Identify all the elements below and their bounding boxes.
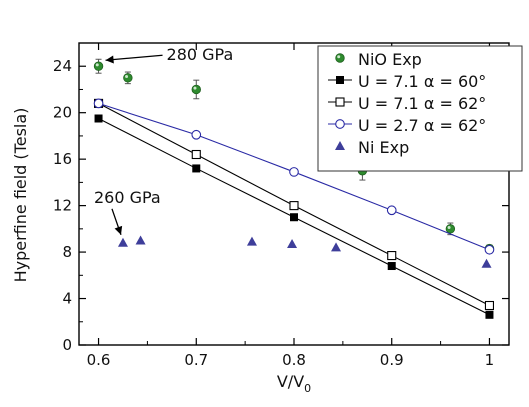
legend-label-u27-a62: U = 2.7 α = 62°	[358, 116, 486, 135]
axes-layer: 0.6 0.7 0.8 0.9 1 0 4 8 12 16 20 24	[53, 42, 510, 369]
x-axis-title-main: V/V	[277, 372, 304, 391]
y-tick-label: 4	[62, 290, 72, 308]
legend-label-u71-a62: U = 7.1 α = 62°	[358, 94, 486, 113]
legend-label-ni-exp: Ni Exp	[358, 138, 409, 157]
data-point-series-0	[191, 84, 201, 95]
data-point-series-4	[246, 236, 257, 246]
legend-label-u71-a60: U = 7.1 α = 60°	[358, 72, 486, 91]
x-axis-title: V/V0	[277, 372, 311, 395]
arrow-260-gpa-head	[114, 225, 123, 235]
data-point-series-0	[93, 61, 104, 71]
legend-label-nio-exp: NiO Exp	[358, 50, 422, 69]
x-tick-label: 1	[485, 351, 495, 369]
data-point-series-2	[387, 251, 397, 261]
data-point-series-2	[289, 201, 299, 211]
legend-marker-4	[335, 141, 345, 150]
data-point-series-3	[484, 244, 495, 255]
data-point-series-0-highlight	[447, 226, 451, 230]
data-point-series-1	[290, 213, 298, 222]
legend-box	[317, 45, 523, 172]
data-point-series-2	[191, 149, 201, 160]
data-point-series-1	[94, 114, 103, 123]
legend-marker-0	[335, 53, 345, 63]
data-point-series-4	[135, 235, 146, 245]
data-point-series-0-highlight	[125, 75, 129, 79]
data-point-series-3	[386, 205, 397, 216]
data-point-series-0-highlight	[193, 86, 197, 90]
data-point-series-4	[287, 238, 298, 248]
x-tick-label: 0.7	[184, 351, 208, 369]
data-point-series-0-highlight	[95, 63, 99, 67]
y-tick-label: 24	[53, 57, 72, 75]
data-point-series-3	[289, 167, 299, 177]
legend-marker-0-highlight	[337, 55, 341, 59]
arrow-280-gpa	[105, 54, 163, 61]
legend-marker-2	[335, 97, 345, 107]
data-point-series-0	[123, 73, 133, 83]
data-point-series-1	[192, 164, 201, 173]
arrow-280-gpa-head	[105, 55, 114, 64]
data-point-series-4	[481, 258, 492, 268]
y-tick-label: 8	[62, 243, 72, 261]
x-axis-title-subscript: 0	[304, 382, 311, 395]
y-tick-label: 16	[53, 150, 72, 168]
data-point-series-4	[331, 242, 342, 252]
y-tick-label: 12	[53, 197, 72, 215]
y-axis-title: Hyperfine field (Tesla)	[11, 108, 30, 283]
data-point-series-2	[484, 300, 495, 311]
data-point-series-3	[191, 129, 202, 140]
data-point-series-3	[93, 98, 104, 109]
annotation-280-gpa: 280 GPa	[167, 45, 234, 64]
x-tick-label: 0.8	[282, 351, 306, 369]
legend-marker-3	[335, 119, 345, 129]
data-point-series-4	[117, 237, 128, 247]
data-point-series-0	[445, 224, 456, 234]
y-tick-label: 20	[53, 104, 72, 122]
x-tick-label: 0.9	[380, 351, 404, 369]
annotation-260-gpa: 260 GPa	[94, 188, 161, 207]
data-point-series-1	[485, 310, 494, 319]
data-point-series-1	[387, 262, 396, 271]
legend: NiO Exp U = 7.1 α = 60° U = 7.1 α = 62° …	[317, 45, 523, 172]
annotation-layer: 280 GPa 260 GPa	[94, 45, 233, 235]
legend-marker-1	[336, 76, 344, 84]
y-tick-label: 0	[62, 336, 72, 354]
x-tick-label: 0.6	[87, 351, 111, 369]
